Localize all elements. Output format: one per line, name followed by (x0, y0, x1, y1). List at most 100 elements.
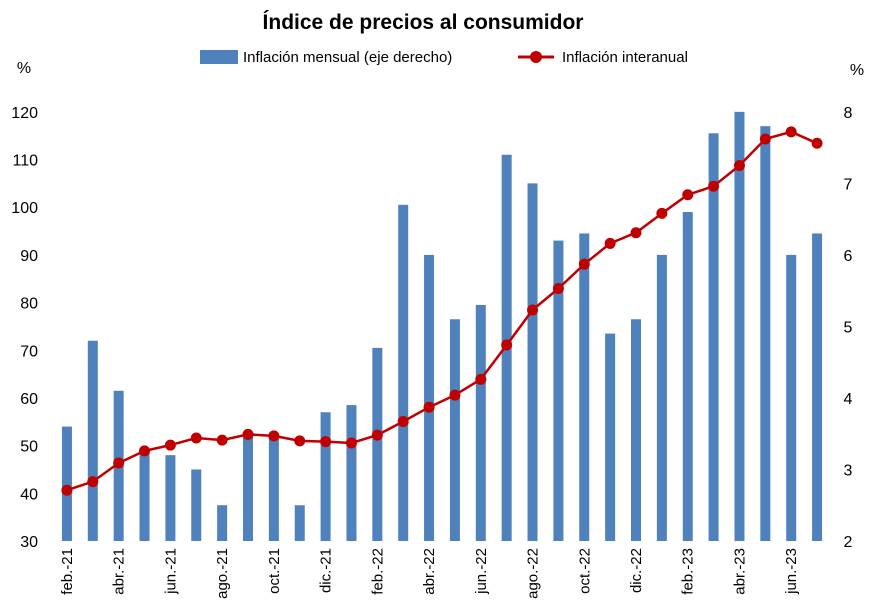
left-tick-label: 120 (11, 105, 38, 122)
line-point (785, 126, 797, 138)
left-tick-label: 110 (12, 153, 38, 170)
left-tick-label: 60 (20, 391, 38, 408)
line-point (113, 457, 125, 469)
line-point (61, 484, 73, 496)
line-point (604, 237, 616, 249)
x-axis: feb.-21 abr.-21 jun.-21 ago.-21 oct.-21 dic.-… (59, 548, 800, 599)
bar (527, 183, 538, 542)
x-tick-label: dic.-21 (318, 548, 335, 593)
bar (631, 319, 641, 541)
bar (372, 347, 383, 541)
series-line (66, 130, 818, 492)
line-point (345, 437, 357, 449)
bar (217, 505, 228, 541)
line-point (682, 189, 694, 201)
line-point (501, 339, 513, 351)
line-point (578, 258, 590, 270)
bar (87, 340, 98, 541)
bar (760, 126, 771, 541)
left-tick-label: 100 (11, 200, 38, 217)
x-tick-label: ago.-21 (214, 548, 231, 599)
line-point (268, 430, 280, 442)
line-point (216, 434, 228, 446)
chart-title: Índice de precios al consumidor (263, 11, 584, 34)
x-tick-label: feb.-23 (680, 548, 697, 595)
line-point (656, 207, 668, 219)
bar (346, 405, 357, 541)
line-point (320, 436, 332, 448)
bar (605, 333, 616, 541)
x-tick-label: jun.-23 (783, 548, 800, 595)
x-tick-label: abr.-21 (111, 548, 128, 595)
bar (320, 412, 331, 541)
bar (734, 111, 745, 541)
bar (424, 254, 435, 542)
legend-swatch-bar (200, 50, 238, 64)
x-tick-label: ago.-22 (525, 548, 542, 599)
bar (268, 433, 279, 541)
right-tick-label: 6 (844, 248, 853, 265)
line-point (371, 429, 383, 441)
right-tick-label: 5 (844, 319, 853, 336)
line-point (190, 432, 202, 444)
line-point (708, 180, 720, 192)
right-tick-label: 3 (844, 462, 853, 479)
left-tick-label: 80 (20, 296, 38, 313)
line-point (475, 373, 487, 385)
line-point (630, 227, 642, 239)
right-axis: 2 3 4 5 6 7 8 (844, 105, 853, 551)
bar (398, 204, 409, 542)
x-tick-label: abr.-22 (421, 548, 438, 595)
bar (579, 233, 590, 542)
line-point (449, 389, 461, 401)
bar (139, 450, 150, 541)
x-tick-label: feb.-21 (59, 548, 76, 595)
bar (191, 469, 202, 541)
bar (475, 304, 486, 541)
right-tick-label: 2 (844, 534, 853, 551)
x-tick-label: jun.-22 (473, 548, 490, 595)
legend: Inflación mensual (eje derecho) Inflació… (200, 49, 688, 66)
bar (656, 254, 667, 542)
line-point (811, 137, 823, 149)
left-axis-unit: % (17, 60, 31, 77)
bar (165, 455, 176, 541)
line-point (423, 401, 435, 413)
right-axis-unit: % (850, 62, 864, 79)
line-point (759, 133, 771, 145)
left-tick-label: 30 (20, 534, 38, 551)
x-tick-label: abr.-23 (731, 548, 748, 595)
bar (812, 233, 823, 542)
bar-series (61, 111, 823, 542)
line-point (139, 445, 151, 457)
left-axis: 30 40 50 60 70 80 90 100 110 120 (11, 105, 38, 551)
line-point (164, 439, 176, 451)
line-point (552, 282, 564, 294)
left-tick-label: 50 (20, 439, 38, 456)
bar (786, 254, 797, 542)
bar (243, 433, 253, 541)
x-tick-label: jun.-21 (162, 548, 179, 595)
left-tick-label: 40 (20, 486, 38, 503)
line-point (397, 416, 409, 428)
bar (553, 240, 564, 541)
bar (682, 211, 693, 541)
line-point (294, 435, 306, 447)
x-tick-label: oct.-21 (266, 548, 283, 594)
line-point (87, 476, 99, 488)
line-point (242, 428, 254, 440)
legend-label-bar: Inflación mensual (eje derecho) (243, 49, 452, 66)
x-tick-label: feb.-22 (369, 548, 386, 595)
left-tick-label: 90 (20, 248, 38, 265)
right-tick-label: 7 (844, 176, 853, 193)
bar (294, 505, 305, 541)
bar (449, 319, 460, 541)
bar (708, 133, 719, 542)
right-tick-label: 4 (844, 391, 853, 408)
x-tick-label: dic.-22 (628, 548, 645, 593)
legend-swatch-marker (530, 51, 542, 63)
right-tick-label: 8 (844, 105, 853, 122)
line-series (61, 126, 823, 496)
legend-label-line: Inflación interanual (562, 49, 688, 66)
